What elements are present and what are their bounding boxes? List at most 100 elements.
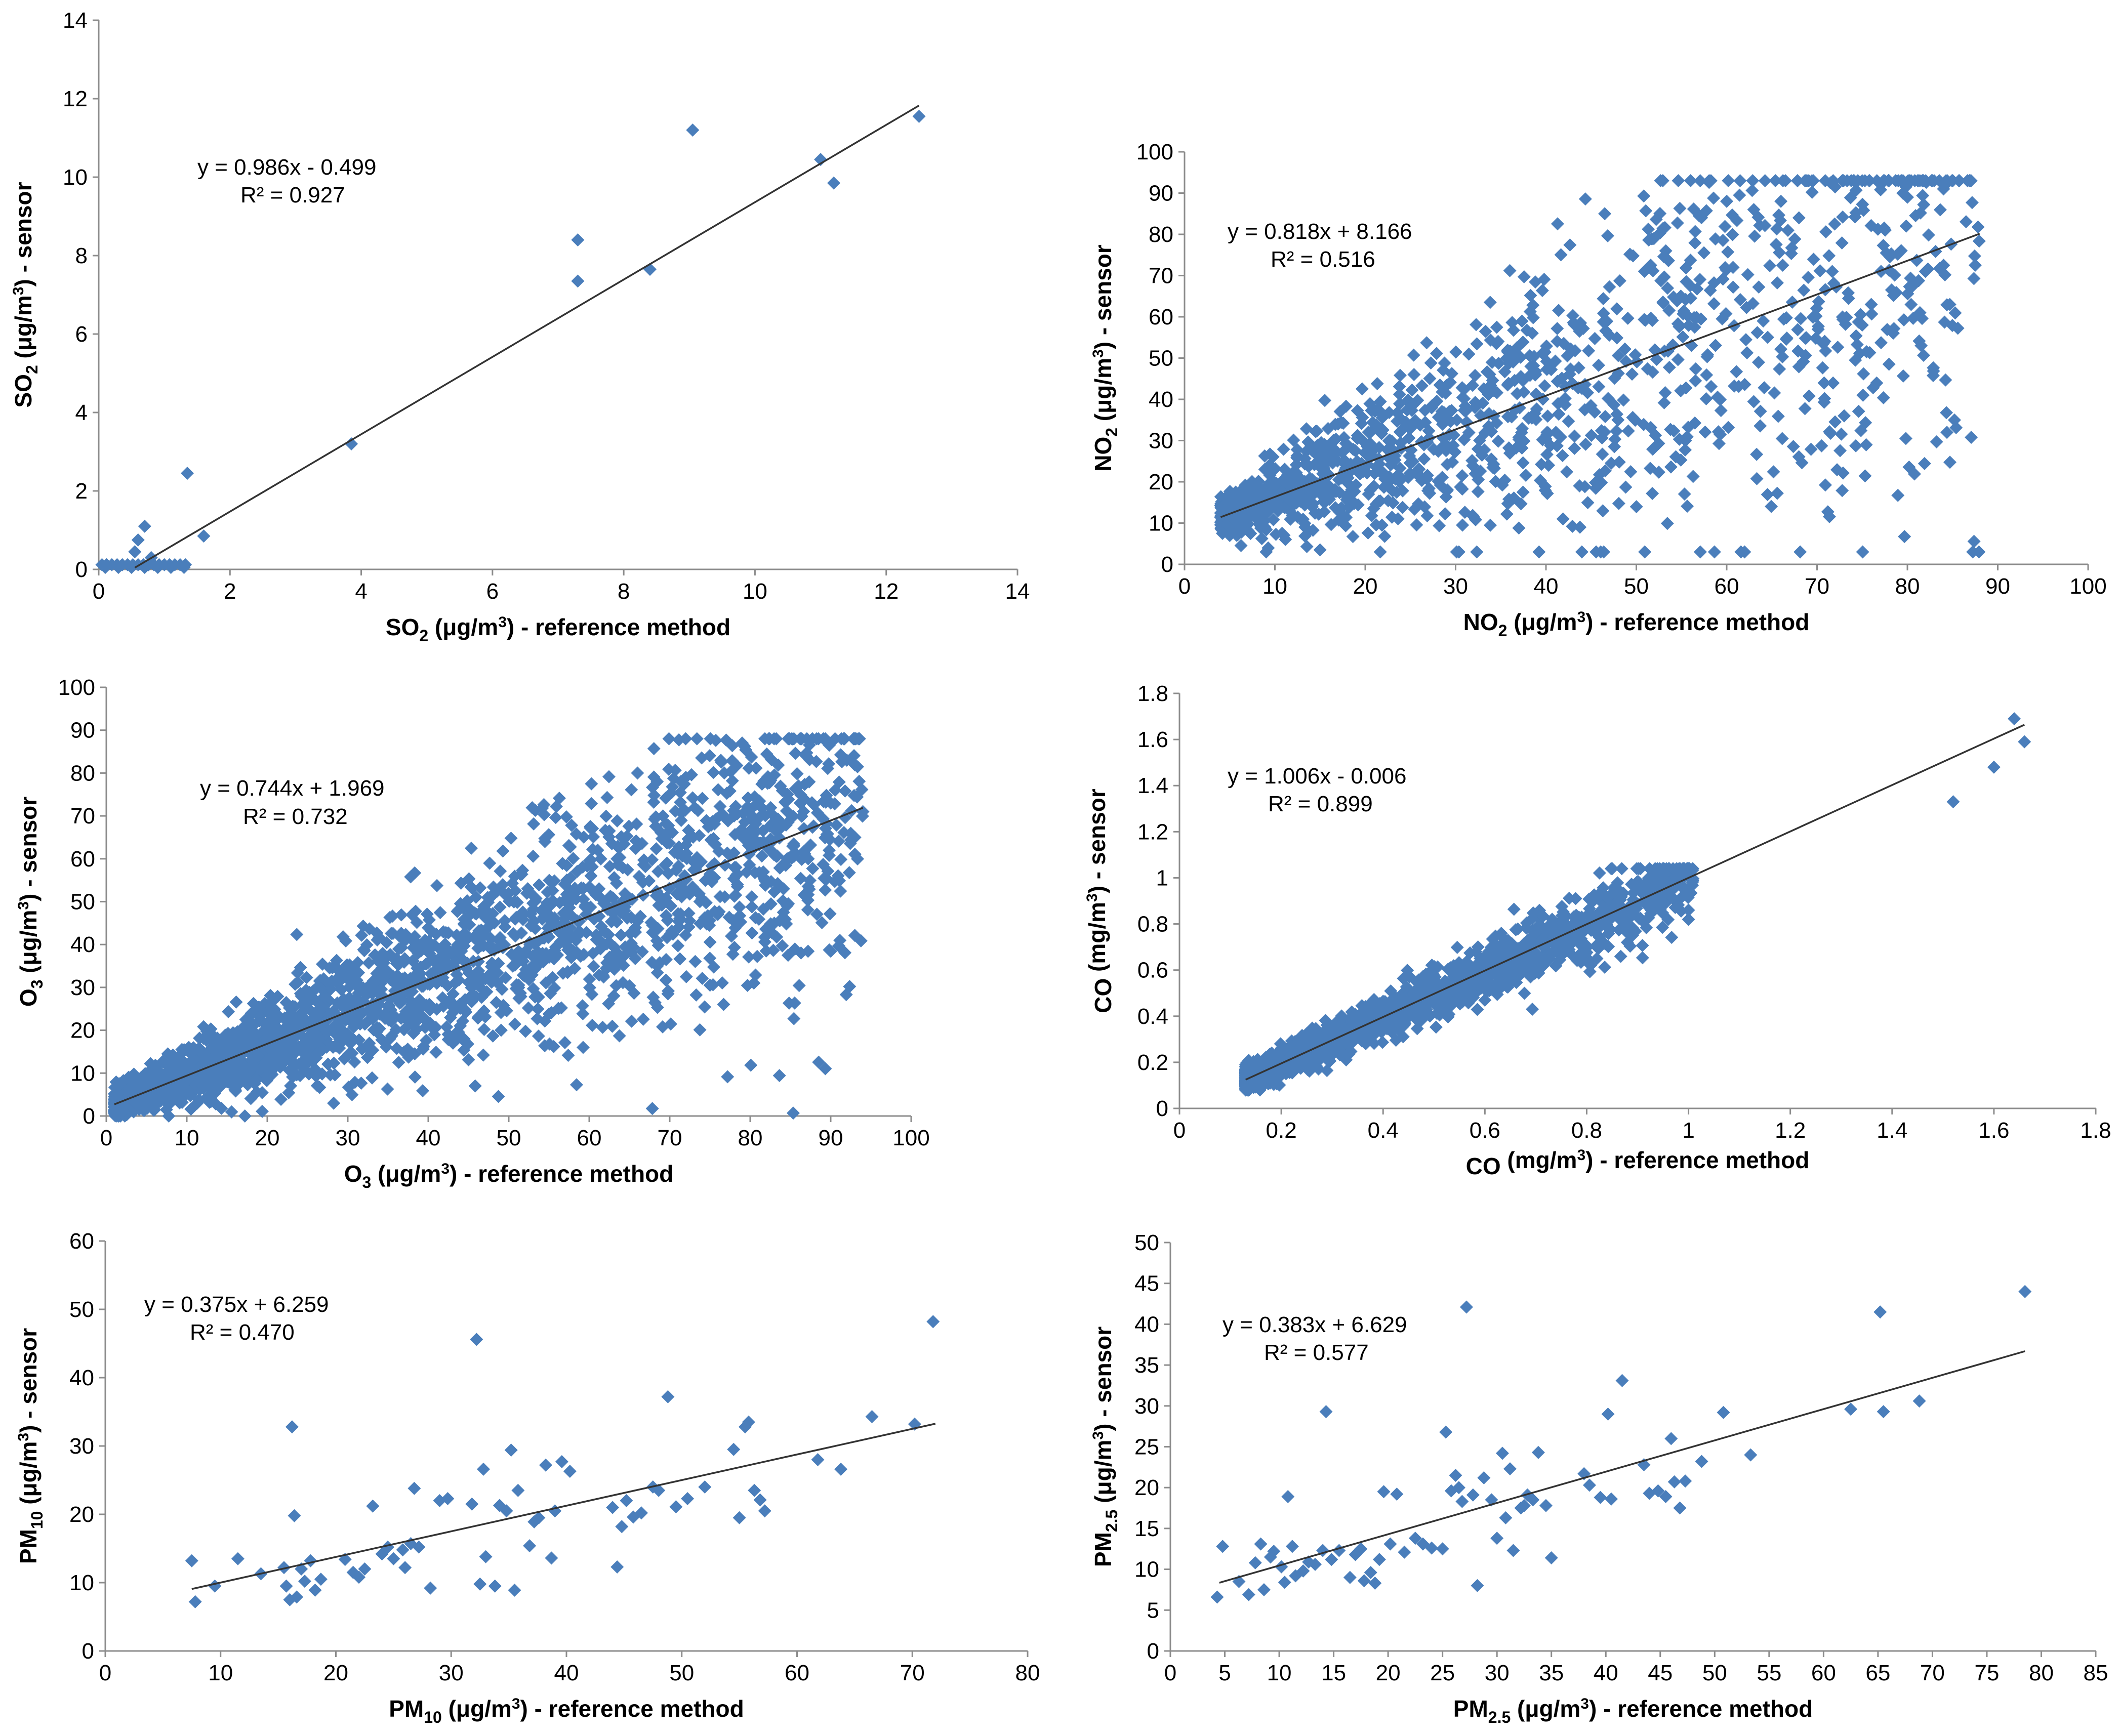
data-point <box>736 736 749 750</box>
data-point <box>1830 463 1844 477</box>
data-point <box>457 954 470 967</box>
data-point <box>1654 274 1668 287</box>
data-point <box>1852 404 1865 418</box>
data-point <box>409 904 422 918</box>
data-point <box>671 847 684 860</box>
data-point <box>336 930 350 943</box>
data-point <box>1693 545 1707 559</box>
data-point <box>348 1055 361 1069</box>
data-point <box>718 890 731 904</box>
data-point <box>613 1029 626 1043</box>
data-point <box>1592 358 1605 372</box>
data-point <box>502 886 515 900</box>
data-point <box>1544 363 1558 377</box>
data-point <box>472 1010 485 1023</box>
data-point <box>1608 432 1622 446</box>
data-point <box>1460 415 1474 429</box>
data-point <box>1754 419 1767 433</box>
x-tick-label: 8 <box>618 579 630 604</box>
data-point <box>1714 404 1728 418</box>
data-point <box>698 1000 711 1014</box>
data-point <box>1381 476 1395 489</box>
data-point <box>586 821 599 835</box>
x-tick-label: 60 <box>577 1126 602 1150</box>
data-point <box>673 952 687 966</box>
data-point <box>1664 460 1678 474</box>
data-point <box>1817 376 1831 390</box>
data-point <box>1784 246 1798 260</box>
data-point <box>1858 174 1872 188</box>
data-point <box>141 1094 155 1108</box>
data-point <box>209 1050 223 1063</box>
data-point <box>1770 222 1783 236</box>
data-point <box>1507 323 1521 337</box>
data-point <box>528 894 542 908</box>
data-point <box>625 1014 638 1028</box>
data-point <box>1733 174 1747 188</box>
data-point <box>1849 353 1862 367</box>
data-point <box>656 895 670 908</box>
data-point <box>610 814 624 828</box>
data-point <box>758 935 771 949</box>
data-point <box>1485 383 1499 396</box>
data-point <box>243 1026 257 1040</box>
x-tick-label: 4 <box>355 579 367 604</box>
data-point <box>460 894 474 907</box>
data-point <box>734 915 748 929</box>
data-point <box>1700 350 1714 363</box>
x-tick-label: 6 <box>486 579 499 604</box>
data-point <box>1396 501 1409 514</box>
data-point <box>611 858 625 872</box>
data-point <box>806 862 820 876</box>
data-point <box>1578 192 1592 206</box>
data-point <box>1910 254 1924 267</box>
data-point <box>1697 246 1711 260</box>
data-point <box>1849 439 1863 452</box>
data-point <box>1400 403 1414 417</box>
data-point <box>1300 540 1314 553</box>
data-point <box>1279 532 1292 546</box>
data-point <box>1269 462 1282 476</box>
data-point <box>787 1012 801 1025</box>
data-point <box>1456 518 1470 532</box>
data-point <box>454 876 468 890</box>
data-point <box>818 831 832 845</box>
data-point <box>1831 341 1845 354</box>
data-point <box>763 732 777 746</box>
data-point <box>515 867 528 881</box>
y-tick-label: 1 <box>1156 865 1168 890</box>
data-point <box>1775 432 1789 445</box>
data-point <box>772 1069 786 1083</box>
data-point <box>605 837 619 851</box>
data-point <box>602 770 616 783</box>
y-tick-label: 40 <box>1149 387 1173 412</box>
data-point <box>1940 426 1954 439</box>
data-point <box>724 765 738 778</box>
data-point <box>632 870 646 883</box>
data-point <box>1637 189 1651 203</box>
y-tick-label: 10 <box>1149 511 1173 536</box>
data-point <box>660 836 674 850</box>
data-point <box>1968 249 1981 263</box>
data-point <box>357 944 371 958</box>
data-point <box>1490 320 1503 334</box>
data-point <box>819 883 832 897</box>
data-point <box>122 1070 136 1084</box>
data-point <box>531 1012 544 1025</box>
data-point <box>1795 456 1809 470</box>
y-tick-label: 70 <box>1149 264 1173 288</box>
data-point <box>1710 390 1724 404</box>
data-point <box>1776 259 1789 272</box>
data-point <box>1373 494 1387 508</box>
data-point <box>486 880 500 894</box>
data-point <box>394 908 408 922</box>
data-point <box>1972 545 1986 559</box>
data-point <box>1792 211 1806 225</box>
data-point <box>1658 386 1672 399</box>
data-point <box>487 916 501 930</box>
data-point <box>1250 508 1264 521</box>
x-tick-label: 50 <box>497 1126 521 1150</box>
data-point <box>1365 444 1379 458</box>
data-point <box>1943 456 1957 469</box>
